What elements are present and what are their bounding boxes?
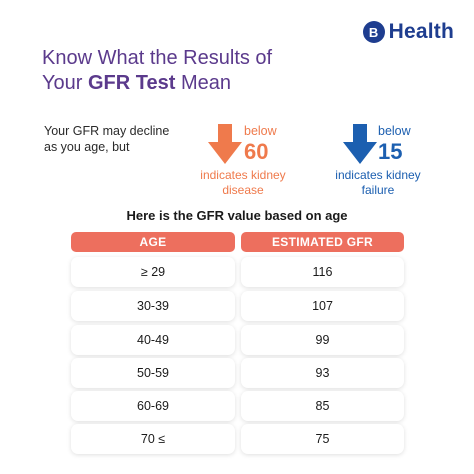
kidney-failure-threshold-value: 15 xyxy=(378,139,403,164)
kidney-disease-below-label: below xyxy=(244,124,277,138)
title-emphasis: GFR Test xyxy=(87,72,176,94)
intro-text: Your GFR may decline as you age, but xyxy=(44,124,170,154)
title-line-1: Know What the Results of xyxy=(42,47,273,69)
table-row-age: ≥ 29 xyxy=(71,257,235,287)
age-column-header: AGE xyxy=(71,232,235,252)
table-row-age: 50-59 xyxy=(71,358,235,388)
table-row-age: 70 ≤ xyxy=(71,424,235,454)
table-title: Here is the GFR value based on age xyxy=(126,208,348,223)
table-row-gfr: 107 xyxy=(241,291,404,321)
logo-mark-icon: B xyxy=(362,21,385,43)
logo-text: Health xyxy=(388,20,454,43)
page-title: Know What the Results of Your GFR Test M… xyxy=(42,46,362,96)
title-line-2-pre: Your xyxy=(42,72,88,94)
table-row-gfr: 99 xyxy=(241,325,404,355)
arrow-down-icon xyxy=(343,124,377,164)
table-row-age: 30-39 xyxy=(71,291,235,321)
kidney-failure-note: indicates kidney failure xyxy=(335,168,421,197)
kidney-failure-below-label: below xyxy=(378,124,411,138)
title-line-2-post: Mean xyxy=(175,72,231,94)
arrow-down-icon xyxy=(208,124,242,164)
table-row-gfr: 93 xyxy=(241,358,404,388)
table-row-gfr: 85 xyxy=(241,391,404,421)
kidney-disease-threshold-value: 60 xyxy=(244,139,269,164)
table-row-gfr: 75 xyxy=(241,424,404,454)
table-row-gfr: 116 xyxy=(241,257,404,287)
kidney-disease-note: indicates kidney disease xyxy=(200,168,286,197)
table-row-age: 40-49 xyxy=(71,325,235,355)
table-row-age: 60-69 xyxy=(71,391,235,421)
title-line-2: Your GFR Test Mean xyxy=(42,71,362,96)
gfr-column-header: ESTIMATED GFR xyxy=(241,232,404,252)
brand-logo: B Health xyxy=(362,20,454,44)
